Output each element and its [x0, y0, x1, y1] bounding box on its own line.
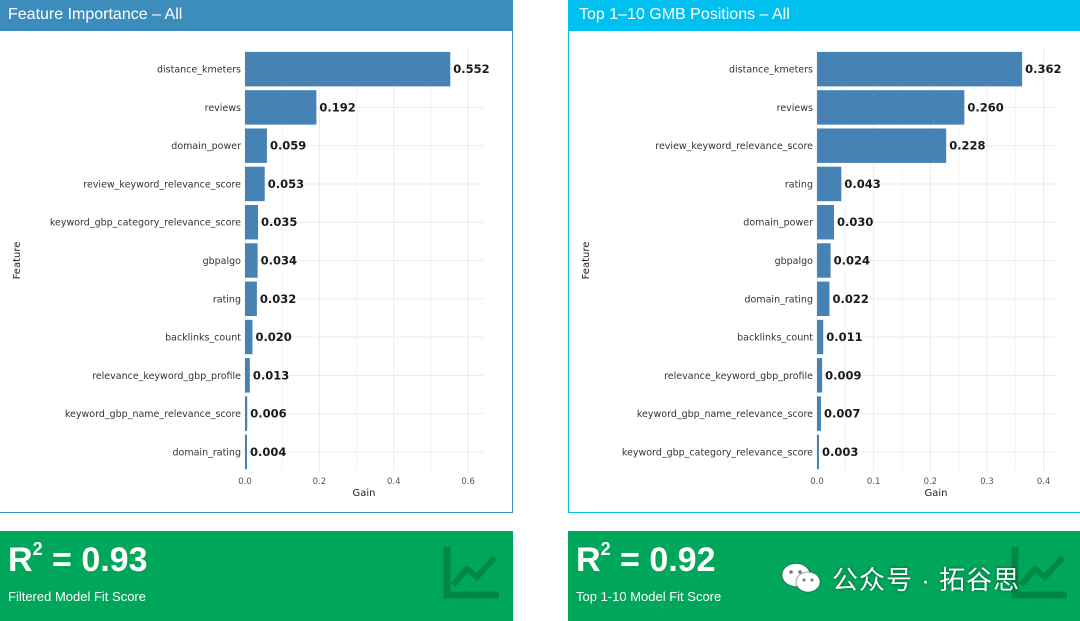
watermark-text: 公众号 · 拓谷思: [832, 564, 1021, 595]
bar: [245, 434, 247, 470]
bar-value-label: 0.011: [826, 330, 862, 344]
bar: [817, 166, 842, 202]
feature-importance-panel: Feature Importance – All 0.552 distance_k…: [0, 0, 513, 513]
x-tick-label: 0.1: [867, 477, 881, 487]
bar-value-label: 0.043: [844, 177, 880, 191]
bar-value-label: 0.552: [453, 62, 489, 76]
bar-value-label: 0.034: [261, 254, 297, 268]
y-tick-label: keyword_gbp_category_relevance_score: [622, 447, 813, 458]
y-tick-label: reviews: [777, 103, 813, 114]
bar-value-label: 0.192: [319, 100, 355, 114]
y-tick-label: keyword_gbp_name_relevance_score: [65, 409, 241, 420]
bar: [817, 434, 819, 470]
y-tick-label: distance_kmeters: [729, 65, 813, 76]
bar: [817, 396, 821, 431]
bar: [817, 281, 830, 316]
bar: [245, 205, 259, 240]
bar-value-label: 0.032: [260, 292, 296, 306]
bar: [245, 128, 267, 163]
bar-value-label: 0.024: [834, 254, 870, 268]
bar-value-label: 0.009: [825, 368, 861, 382]
x-axis-label: Gain: [353, 488, 376, 499]
bar-value-label: 0.053: [268, 177, 304, 191]
y-tick-label: keyword_gbp_name_relevance_score: [637, 409, 813, 420]
y-tick-label: domain_rating: [173, 447, 241, 458]
y-tick-label: review_keyword_relevance_score: [83, 179, 241, 190]
bar-value-label: 0.035: [261, 215, 297, 229]
x-tick-label: 0.2: [924, 477, 938, 487]
y-tick-label: gbpalgo: [203, 256, 242, 267]
bar: [817, 205, 834, 240]
x-tick-label: 0.4: [387, 477, 401, 487]
bar: [245, 319, 253, 355]
panel-title: Feature Importance – All: [0, 0, 512, 31]
r-squared-value: R2 = 0.92: [576, 539, 716, 579]
y-tick-label: gbpalgo: [775, 256, 814, 267]
bar: [817, 319, 824, 355]
bar-value-label: 0.022: [832, 292, 868, 306]
panel-title: Top 1–10 GMB Positions – All: [569, 0, 1080, 31]
wechat-icon: [781, 563, 821, 593]
kpi-label: Top 1-10 Model Fit Score: [576, 589, 722, 604]
feature-importance-chart: 0.552 distance_kmeters 0.192 reviews 0.059 do…: [12, 50, 490, 499]
y-tick-label: relevance_keyword_gbp_profile: [664, 371, 813, 382]
kpi-label: Filtered Model Fit Score: [8, 589, 146, 604]
x-axis-label: Gain: [925, 488, 948, 499]
y-tick-label: backlinks_count: [165, 333, 241, 344]
bar: [245, 396, 248, 431]
bar: [245, 90, 317, 125]
bar-value-label: 0.059: [270, 139, 306, 153]
y-tick-label: review_keyword_relevance_score: [655, 141, 813, 152]
y-tick-label: rating: [213, 294, 241, 305]
x-tick-label: 0.3: [980, 477, 994, 487]
bar: [817, 358, 823, 393]
line-chart-icon: [443, 547, 499, 599]
top10-model-fit-box: R2 = 0.92 Top 1-10 Model Fit Score: [568, 531, 1080, 621]
y-axis-label: Feature: [12, 242, 23, 280]
watermark: 公众号 · 拓谷思: [780, 555, 1070, 601]
bar-value-label: 0.003: [822, 445, 858, 459]
x-tick-label: 0.0: [238, 477, 252, 487]
bar: [817, 128, 947, 163]
line-chart-icon: [1011, 547, 1067, 599]
y-tick-label: reviews: [205, 103, 241, 114]
bar-value-label: 0.260: [967, 100, 1003, 114]
y-tick-label: backlinks_count: [737, 333, 813, 344]
bar: [817, 51, 1023, 87]
y-tick-label: relevance_keyword_gbp_profile: [92, 371, 241, 382]
x-tick-label: 0.6: [461, 477, 475, 487]
bar: [817, 90, 965, 125]
y-tick-label: keyword_gbp_category_relevance_score: [50, 218, 241, 229]
y-tick-label: domain_rating: [745, 294, 813, 305]
gmb-positions-panel: Top 1–10 GMB Positions – All 0.362 distan…: [568, 0, 1080, 513]
bar: [245, 51, 451, 87]
bar: [245, 166, 265, 202]
bar: [245, 243, 258, 278]
y-tick-label: rating: [785, 179, 813, 190]
bar-value-label: 0.020: [255, 330, 291, 344]
bar-value-label: 0.007: [824, 407, 860, 421]
y-tick-label: domain_power: [743, 218, 813, 229]
r-squared-value: R2 = 0.93: [8, 539, 148, 579]
bar: [245, 281, 257, 316]
bar-value-label: 0.004: [250, 445, 286, 459]
y-tick-label: domain_power: [171, 141, 241, 152]
bar-value-label: 0.362: [1025, 62, 1061, 76]
bar-value-label: 0.006: [250, 407, 286, 421]
x-tick-label: 0.0: [810, 477, 824, 487]
bar: [245, 358, 250, 393]
gmb-positions-chart: 0.362 distance_kmeters 0.260 reviews 0.228 re…: [581, 50, 1062, 499]
bar-value-label: 0.228: [949, 139, 985, 153]
bar-value-label: 0.013: [253, 368, 289, 382]
x-tick-label: 0.4: [1037, 477, 1051, 487]
filtered-model-fit-box: R2 = 0.93 Filtered Model Fit Score: [0, 531, 513, 621]
y-axis-label: Feature: [581, 242, 592, 280]
x-tick-label: 0.2: [313, 477, 327, 487]
bar-value-label: 0.030: [837, 215, 873, 229]
y-tick-label: distance_kmeters: [157, 65, 241, 76]
bar: [817, 243, 831, 278]
